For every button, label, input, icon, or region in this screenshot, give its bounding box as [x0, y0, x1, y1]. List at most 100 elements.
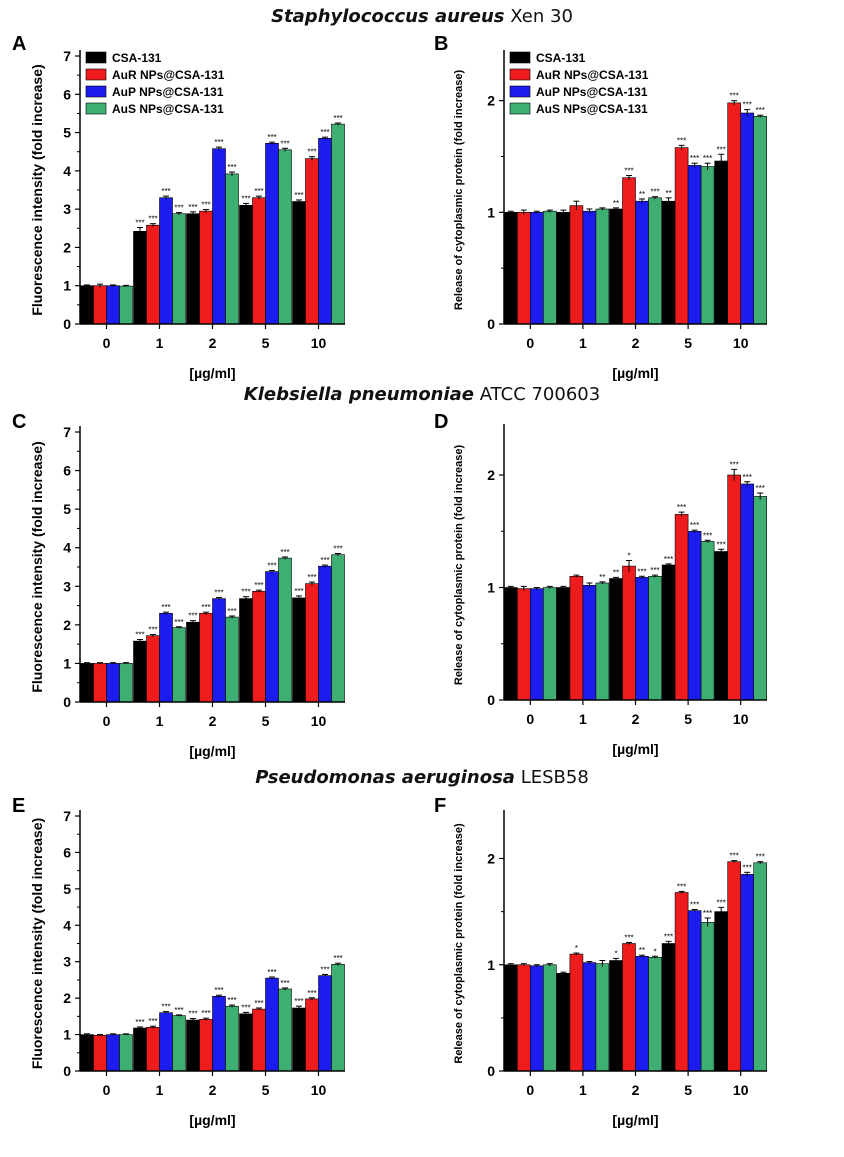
significance-mark: *** — [333, 954, 342, 963]
y-tick-label: 0 — [487, 692, 495, 708]
significance-mark: *** — [717, 145, 726, 154]
x-tick-label: 10 — [311, 713, 327, 729]
x-tick-label: 10 — [733, 1082, 749, 1098]
x-tick-label: 5 — [262, 713, 270, 729]
y-tick-label: 1 — [63, 655, 71, 671]
bar — [595, 208, 610, 325]
significance-mark: *** — [320, 128, 329, 137]
bar — [661, 200, 676, 325]
significance-mark: *** — [677, 882, 686, 891]
significance-mark: *** — [756, 106, 765, 115]
significance-mark: *** — [280, 548, 289, 557]
bar — [740, 483, 755, 701]
bar — [622, 565, 636, 701]
significance-mark: *** — [320, 966, 329, 975]
x-tick-label: 5 — [262, 335, 270, 351]
significance-mark: *** — [201, 1009, 210, 1018]
x-tick-label: 10 — [733, 335, 749, 351]
bar — [582, 210, 597, 325]
panel-f: F * *** *** * *** *** *** ** *** *** * *** *** 0 1 2 0 1 2 5… — [422, 792, 842, 1157]
bar — [661, 564, 676, 701]
x-tick-label: 5 — [262, 1082, 270, 1098]
y-tick-label: 3 — [63, 954, 71, 970]
legend-swatch — [509, 102, 531, 115]
x-tick-label: 10 — [311, 335, 327, 351]
bar — [700, 541, 715, 701]
panel-d: D ** *** *** * *** *** *** *** *** ** *** *** *** 0 1 2 0… — [422, 408, 842, 773]
bar — [569, 576, 584, 701]
significance-mark: *** — [650, 188, 659, 197]
x-tick-label: 5 — [684, 711, 692, 727]
x-tick-label: 2 — [632, 1082, 640, 1098]
y-tick-label: 6 — [63, 463, 71, 479]
significance-mark: *** — [254, 999, 263, 1008]
significance-mark: *** — [333, 545, 342, 554]
significance-mark: *** — [227, 607, 236, 616]
bar — [252, 591, 266, 703]
y-axis-label: Fluorescence intensity (fold increase) — [29, 64, 45, 315]
significance-mark: *** — [677, 136, 686, 145]
bar — [172, 1015, 186, 1072]
bar — [119, 663, 133, 703]
bar — [106, 285, 120, 325]
bar — [556, 212, 571, 325]
significance-mark: *** — [214, 986, 223, 995]
legend-swatch — [85, 51, 107, 64]
bar — [119, 285, 133, 325]
bar — [582, 585, 597, 701]
bar-chart-e: E *** *** *** *** *** *** *** *** *** *** *** *** ***… — [12, 795, 345, 1128]
y-tick-label: 2 — [63, 617, 71, 633]
legend-label: CSA-131 — [112, 51, 162, 65]
significance-mark: *** — [161, 1003, 170, 1012]
y-tick-label: 7 — [63, 808, 71, 824]
bar — [753, 116, 768, 325]
bar — [146, 224, 160, 325]
significance-mark: *** — [135, 219, 144, 228]
significance-mark: *** — [135, 1018, 144, 1027]
significance-mark: ** — [613, 568, 619, 577]
bar — [569, 205, 584, 325]
bar — [186, 213, 200, 325]
bar — [543, 210, 557, 325]
bar — [225, 173, 239, 325]
x-tick-label: 0 — [103, 335, 111, 351]
y-axis-label: Release of cytoplasmic protein (fold inc… — [453, 445, 465, 686]
significance-mark: * — [575, 944, 578, 953]
bar — [687, 910, 702, 1072]
significance-mark: * — [627, 552, 630, 561]
bar — [648, 576, 662, 701]
legend-swatch — [509, 85, 531, 98]
significance-mark: *** — [664, 555, 673, 564]
significance-mark: *** — [294, 587, 303, 596]
significance-mark: *** — [307, 989, 316, 998]
bar — [648, 957, 662, 1072]
y-tick-label: 4 — [63, 917, 71, 933]
bar — [186, 1019, 200, 1072]
significance-mark: * — [614, 949, 617, 958]
x-tick-label: 2 — [209, 335, 217, 351]
bar — [753, 496, 768, 701]
significance-mark: *** — [188, 203, 197, 212]
legend-label: AuP NPs@CSA-131 — [112, 85, 224, 99]
bar — [635, 956, 649, 1072]
legend-swatch — [509, 68, 531, 81]
significance-mark: *** — [135, 631, 144, 640]
y-tick-label: 7 — [63, 424, 71, 440]
significance-mark: *** — [703, 154, 712, 163]
significance-mark: *** — [307, 148, 316, 157]
significance-mark: *** — [254, 581, 263, 590]
bar — [146, 1027, 160, 1072]
significance-mark: *** — [161, 603, 170, 612]
section-title-strain: ATCC 700603 — [479, 384, 601, 405]
bar — [225, 1005, 239, 1072]
bar — [609, 960, 623, 1072]
significance-mark: *** — [717, 898, 726, 907]
bar — [305, 998, 319, 1072]
x-tick-label: 2 — [209, 1082, 217, 1098]
y-tick-label: 2 — [487, 467, 495, 483]
significance-mark: ** — [639, 190, 645, 199]
significance-mark: *** — [227, 996, 236, 1005]
bar — [225, 616, 239, 703]
